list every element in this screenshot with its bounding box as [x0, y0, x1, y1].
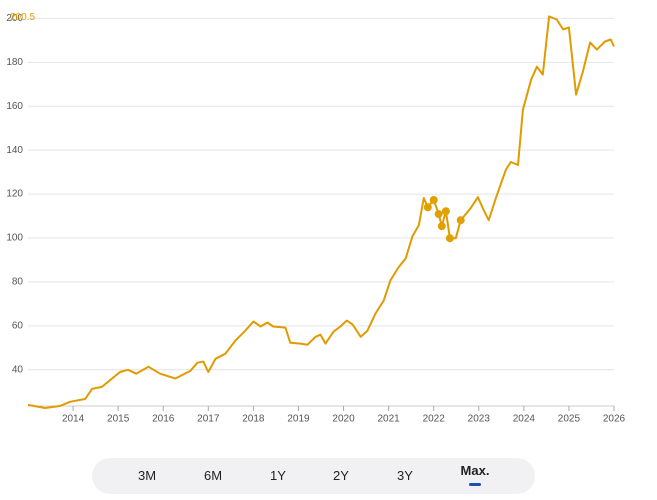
y-tick-label: 80 — [12, 277, 24, 288]
range-button[interactable]: 1Y — [270, 468, 286, 483]
y-tick-label: 40 — [12, 364, 24, 375]
y-tick-label: 140 — [6, 145, 23, 156]
x-tick-label: 2019 — [287, 414, 310, 425]
point-marker — [423, 203, 432, 212]
point-marker — [434, 210, 443, 219]
x-tick-label: 2022 — [423, 414, 446, 425]
x-tick-label: 2016 — [152, 414, 175, 425]
x-tick-label: 2020 — [332, 414, 355, 425]
x-tick-label: 2015 — [107, 414, 130, 425]
point-marker — [437, 222, 446, 231]
x-tick-label: 2014 — [62, 414, 85, 425]
x-tick-label: 2023 — [468, 414, 491, 425]
point-marker — [445, 234, 454, 243]
y-tick-label: 120 — [6, 189, 23, 200]
range-button[interactable]: 3Y — [397, 468, 413, 483]
range-button[interactable]: Max. — [450, 458, 500, 494]
point-marker — [429, 196, 438, 205]
x-tick-label: 2024 — [513, 414, 536, 425]
range-button[interactable]: 6M — [203, 468, 223, 483]
y-tick-label: 160 — [6, 101, 23, 112]
y-tick-label: 200 — [6, 13, 23, 24]
y-tick-label: 180 — [6, 57, 23, 68]
price-line — [27, 15, 615, 409]
point-marker — [456, 216, 465, 225]
x-tick-label: 2021 — [377, 414, 400, 425]
x-tick-label: 2017 — [197, 414, 220, 425]
range-button[interactable]: 2Y — [333, 468, 349, 483]
y-tick-label: 100 — [6, 233, 23, 244]
x-tick-label: 2025 — [558, 414, 581, 425]
point-marker — [441, 207, 450, 216]
max-label: 200.5 — [10, 12, 35, 23]
range-button[interactable]: 3M — [137, 468, 157, 483]
chart: 40 60 80 100 120 140 160 180 200 2014 2015 2016 2017… — [6, 12, 626, 425]
range-selector: 3M 6M 1Y 2Y 3Y Max. — [92, 458, 535, 494]
x-tick-label: 2018 — [242, 414, 265, 425]
y-tick-label: 60 — [12, 320, 24, 331]
x-tick-label: 2026 — [603, 414, 626, 425]
